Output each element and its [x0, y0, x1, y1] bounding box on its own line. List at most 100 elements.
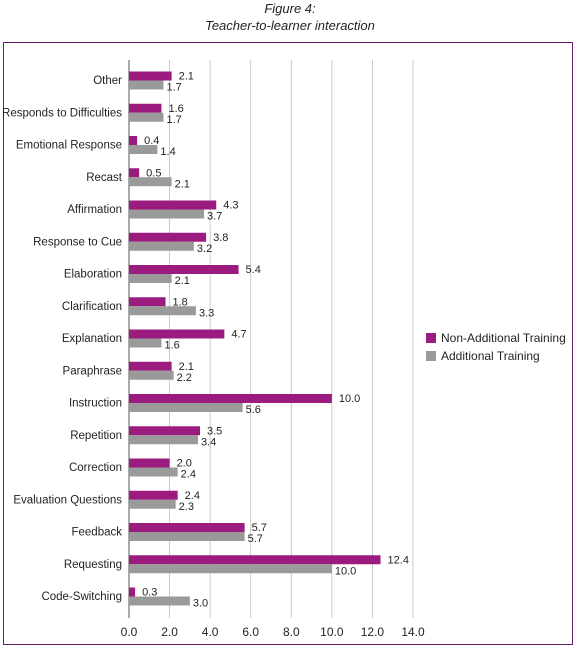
category-label-repetition: Repetition: [70, 430, 122, 442]
category-label-recast: Recast: [86, 172, 123, 184]
category-label-responds-to-difficulties: Responds to Difficulties: [2, 107, 122, 119]
bar-non-additional-response-to-cue: [129, 232, 207, 242]
category-label-code-switching: Code-Switching: [41, 591, 122, 603]
category-label-elaboration: Elaboration: [64, 269, 122, 281]
category-label-clarification: Clarification: [62, 301, 122, 313]
bar-additional-feedback: [129, 532, 245, 541]
bar-additional-clarification: [129, 306, 196, 316]
value-label-additional-recast: 2.1: [175, 178, 190, 190]
category-label-affirmation: Affirmation: [67, 204, 122, 216]
category-label-requesting: Requesting: [64, 559, 122, 571]
value-label-non-additional-clarification: 1.8: [173, 296, 188, 308]
x-tick-labels: 0.0 2.0 4.0 6.0 8.0 10.0 12.0 14.0: [121, 625, 425, 639]
category-label-explanation: Explanation: [62, 333, 122, 345]
x-tick-label-7: 14.0: [401, 625, 425, 639]
bar-non-additional-paraphrase: [129, 361, 172, 371]
value-label-additional-instruction: 5.6: [246, 404, 261, 416]
bar-non-additional-feedback: [129, 523, 245, 532]
bar-additional-repetition: [129, 435, 198, 445]
bar-additional-code-switching: [129, 596, 190, 606]
value-label-non-additional-explanation: 4.7: [231, 329, 246, 341]
value-label-non-additional-emotional-response: 0.4: [144, 135, 159, 147]
value-label-additional-paraphrase: 2.2: [177, 372, 192, 384]
x-tick-label-5: 10.0: [320, 625, 344, 639]
category-label-feedback: Feedback: [71, 527, 122, 539]
value-label-additional-responds-to-difficulties: 1.7: [166, 114, 181, 126]
bar-additional-emotional-response: [129, 145, 158, 154]
category-label-evaluation-questions: Evaluation Questions: [13, 494, 122, 506]
category-label-correction: Correction: [69, 462, 122, 474]
figure-label: Figure 4:: [264, 1, 316, 16]
value-label-additional-repetition: 3.4: [201, 436, 216, 448]
value-label-additional-explanation: 1.6: [164, 340, 179, 352]
bar-additional-paraphrase: [129, 370, 174, 380]
bar-non-additional-elaboration: [129, 265, 239, 274]
bar-non-additional-other: [129, 71, 172, 81]
value-label-additional-correction: 2.4: [181, 469, 196, 481]
category-label-instruction: Instruction: [69, 398, 122, 410]
bars: [129, 71, 381, 606]
legend: Non-Additional Training Additional Train…: [426, 331, 566, 363]
value-label-additional-other: 1.7: [166, 82, 181, 94]
legend-label-additional: Additional Training: [441, 349, 540, 363]
bar-additional-elaboration: [129, 274, 172, 283]
value-label-additional-affirmation: 3.7: [207, 211, 222, 223]
value-label-non-additional-elaboration: 5.4: [246, 264, 261, 276]
bar-non-additional-evaluation-questions: [129, 490, 178, 500]
bar-non-additional-repetition: [129, 426, 200, 436]
x-tick-label-0: 0.0: [121, 625, 138, 639]
value-label-additional-emotional-response: 1.4: [160, 146, 175, 158]
x-tick-label-2: 4.0: [202, 625, 219, 639]
bar-additional-responds-to-difficulties: [129, 112, 164, 122]
bar-non-additional-emotional-response: [129, 136, 138, 145]
chart-frame: [3, 42, 573, 645]
category-label-other: Other: [93, 75, 122, 87]
x-tick-label-4: 8.0: [283, 625, 300, 639]
value-label-non-additional-instruction: 10.0: [339, 393, 360, 405]
value-label-non-additional-other: 2.1: [179, 71, 194, 83]
bar-additional-correction: [129, 467, 178, 477]
category-label-paraphrase: Paraphrase: [63, 365, 122, 377]
bar-additional-evaluation-questions: [129, 499, 176, 509]
bar-non-additional-responds-to-difficulties: [129, 103, 162, 113]
bar-non-additional-affirmation: [129, 200, 217, 210]
value-label-non-additional-recast: 0.5: [146, 167, 161, 179]
value-labels: 2.11.71.61.70.41.40.52.14.33.73.83.25.42…: [142, 71, 409, 610]
value-label-additional-response-to-cue: 3.2: [197, 243, 212, 255]
value-label-non-additional-code-switching: 0.3: [142, 587, 157, 599]
bar-additional-explanation: [129, 338, 162, 348]
bar-additional-other: [129, 80, 164, 90]
bar-non-additional-clarification: [129, 297, 166, 307]
category-label-emotional-response: Emotional Response: [16, 140, 122, 152]
value-label-additional-clarification: 3.3: [199, 307, 214, 319]
value-label-non-additional-response-to-cue: 3.8: [213, 232, 228, 244]
bar-additional-response-to-cue: [129, 241, 194, 251]
bar-non-additional-explanation: [129, 329, 225, 339]
legend-swatch-additional: [426, 351, 436, 361]
value-label-non-additional-requesting: 12.4: [388, 554, 409, 566]
x-tick-label-3: 6.0: [242, 625, 259, 639]
figure-title: Teacher-to-learner interaction: [205, 18, 375, 33]
bar-additional-recast: [129, 177, 172, 187]
bar-non-additional-requesting: [129, 555, 381, 565]
value-label-non-additional-correction: 2.0: [177, 458, 192, 470]
value-label-non-additional-repetition: 3.5: [207, 425, 222, 437]
x-tick-label-6: 12.0: [361, 625, 385, 639]
value-label-additional-elaboration: 2.1: [175, 275, 190, 287]
bar-non-additional-code-switching: [129, 587, 136, 597]
bar-additional-instruction: [129, 403, 243, 412]
value-label-non-additional-evaluation-questions: 2.4: [185, 490, 200, 502]
bar-non-additional-instruction: [129, 394, 332, 403]
value-label-additional-evaluation-questions: 2.3: [179, 501, 194, 513]
value-label-additional-feedback: 5.7: [248, 533, 263, 545]
value-label-non-additional-feedback: 5.7: [252, 522, 267, 534]
category-label-response-to-cue: Response to Cue: [33, 236, 122, 248]
value-label-non-additional-affirmation: 4.3: [223, 200, 238, 212]
category-labels: Other Responds to Difficulties Emotional R…: [2, 75, 123, 603]
legend-label-non-additional: Non-Additional Training: [441, 331, 566, 345]
x-tick-label-1: 2.0: [161, 625, 178, 639]
bar-non-additional-recast: [129, 168, 140, 178]
legend-swatch-non-additional: [426, 333, 436, 343]
bar-additional-affirmation: [129, 209, 205, 219]
